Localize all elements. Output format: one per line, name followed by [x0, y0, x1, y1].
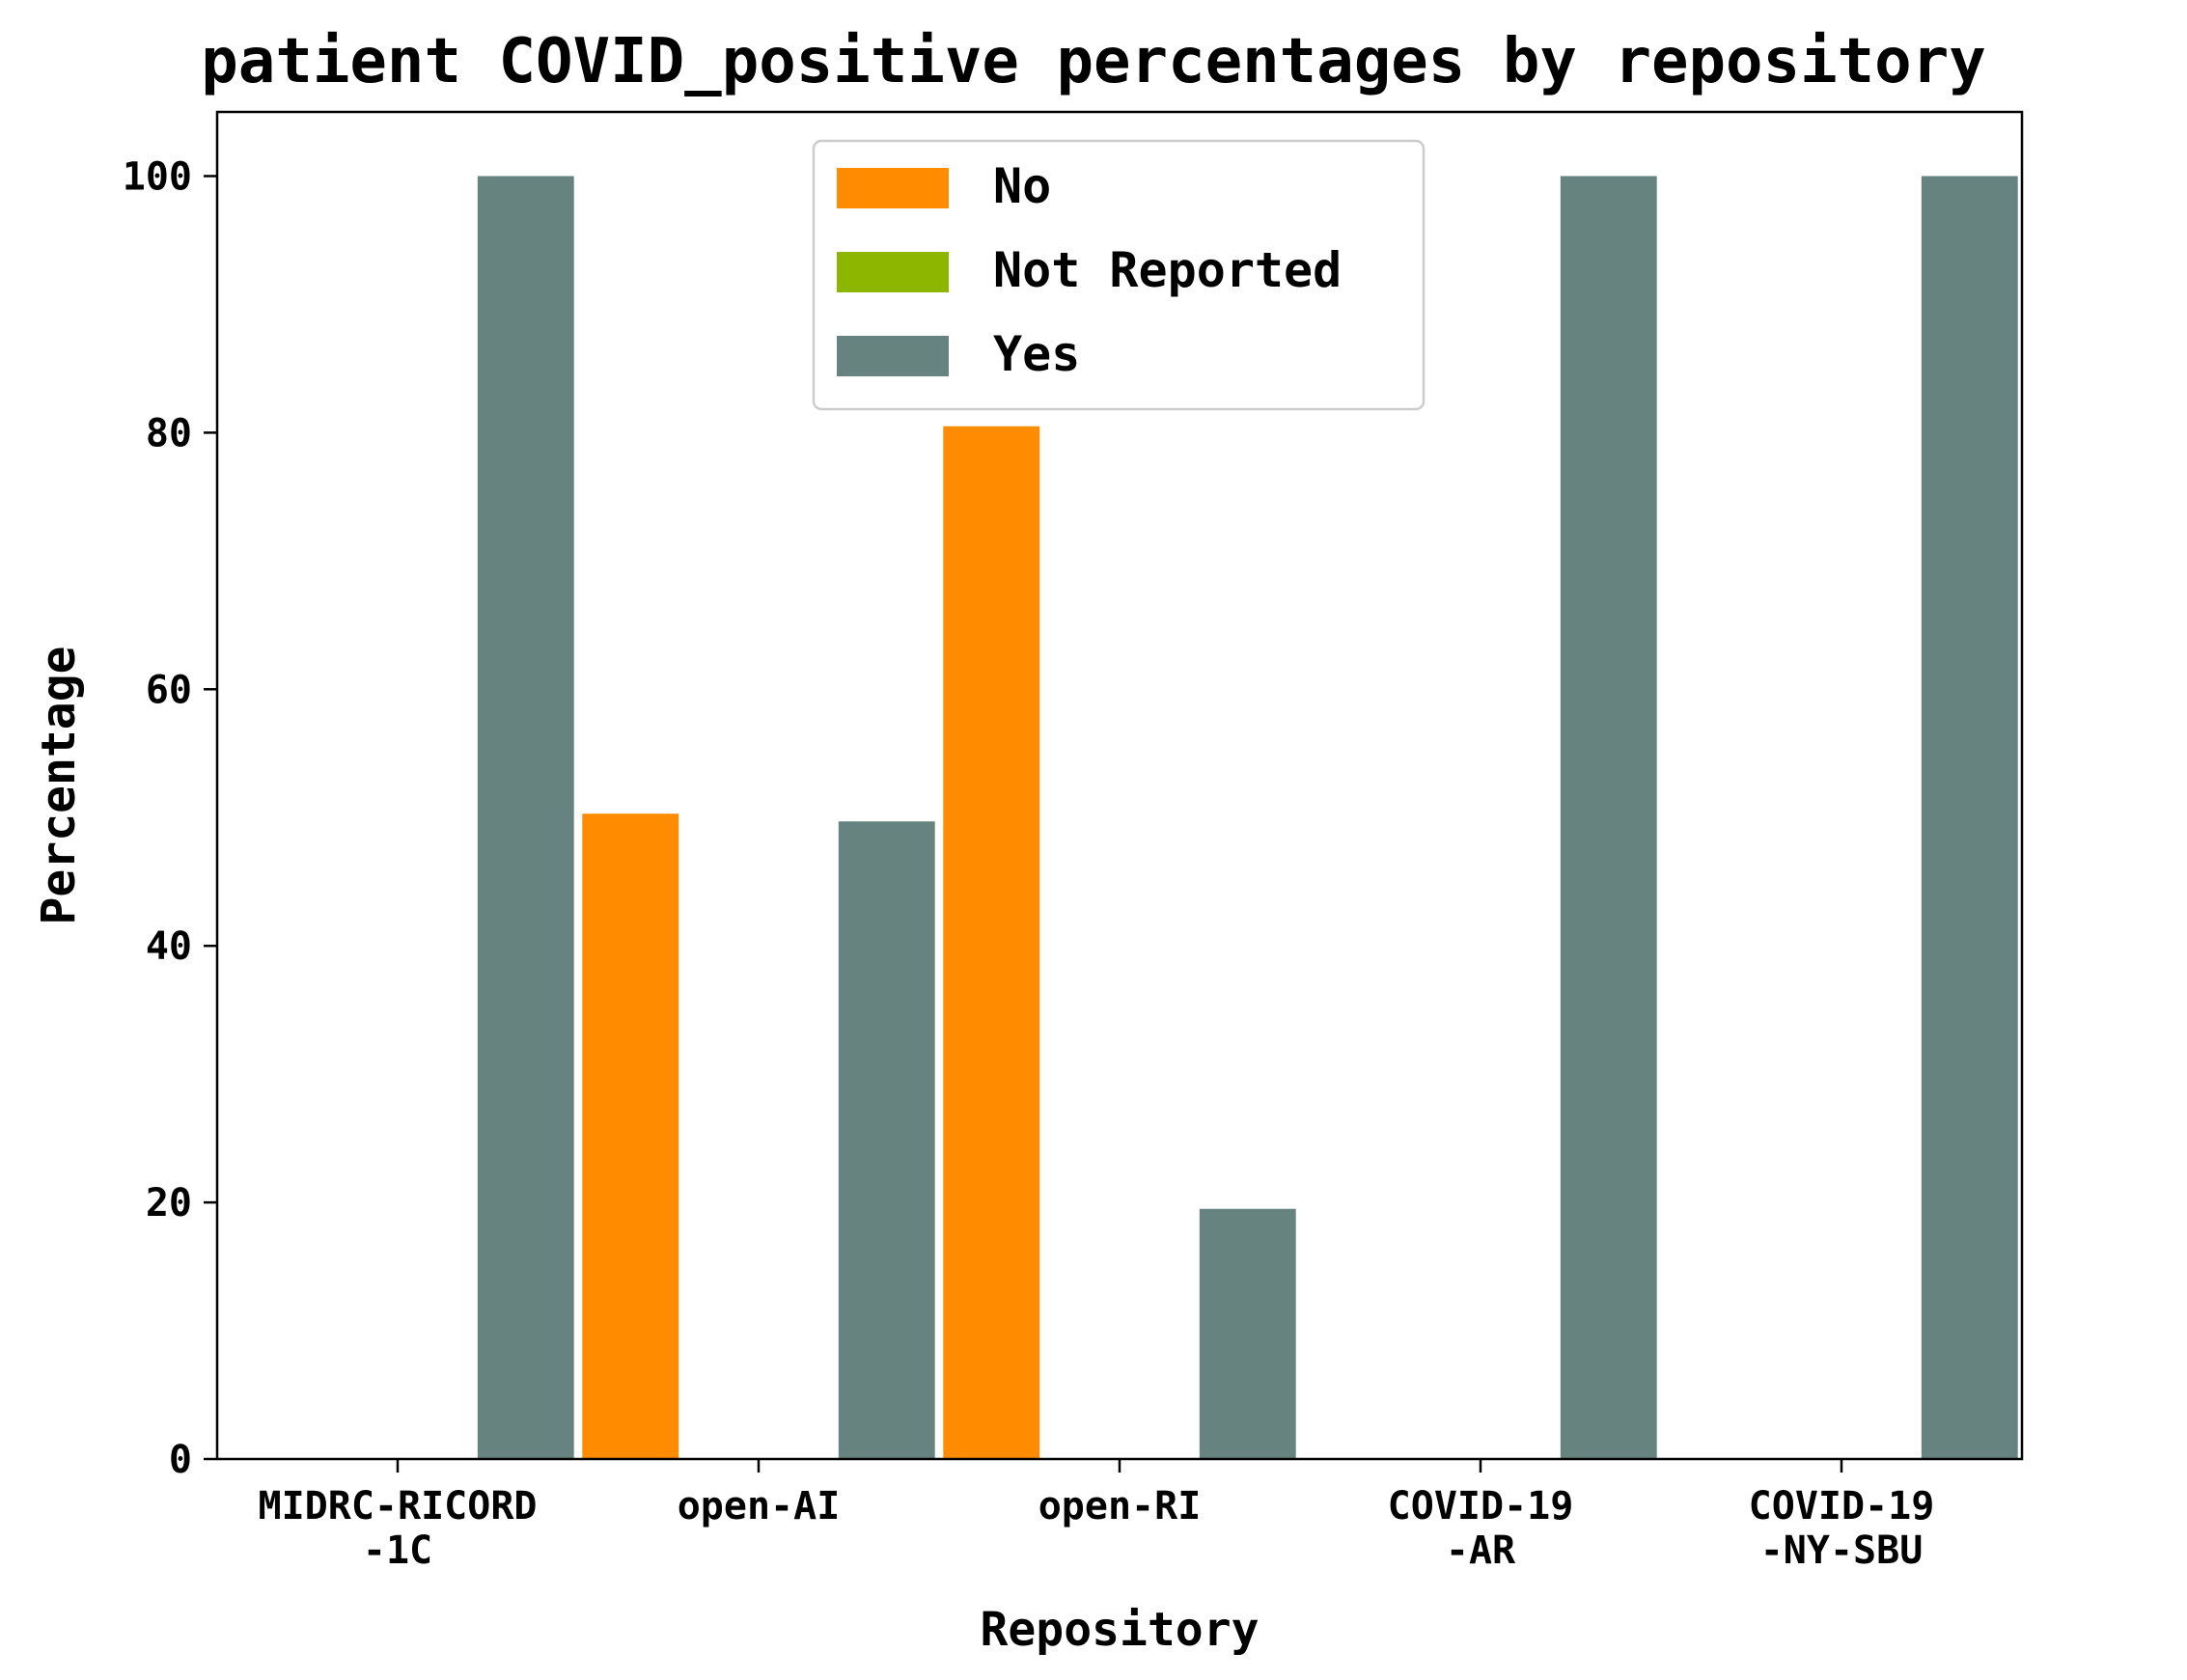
y-tick-label: 20 [146, 1181, 192, 1226]
x-axis-label: Repository [981, 1603, 1260, 1657]
x-tick-label-line: -NY-SBU [1760, 1529, 1924, 1573]
legend-label: No [993, 158, 1051, 214]
x-tick-label-line: open-RI [1038, 1484, 1202, 1529]
x-tick-label: MIDRC-RICORD -1C [259, 1484, 538, 1573]
y-tick-label: 40 [146, 924, 192, 969]
legend-box [812, 139, 1426, 411]
x-tick-label-line: MIDRC-RICORD [259, 1484, 538, 1529]
x-tick-label-line: COVID-19 [1388, 1484, 1574, 1529]
bar-yes-0 [477, 176, 574, 1459]
legend-swatch-no [837, 168, 949, 208]
x-tick-label: COVID-19 -AR [1388, 1484, 1574, 1573]
x-tick-label-line: -1C [363, 1529, 432, 1573]
bar-yes-1 [838, 821, 935, 1459]
legend: No Not Reported Yes [812, 139, 1426, 411]
x-tick-label: open-RI [1038, 1484, 1202, 1529]
bar-no-1 [582, 813, 679, 1459]
y-tick-label: 0 [169, 1438, 192, 1482]
bar-yes-3 [1560, 176, 1657, 1459]
legend-swatch-not-reported [837, 252, 949, 292]
legend-swatch-yes [837, 336, 949, 376]
y-axis: 0 20 40 60 80 100 [123, 154, 217, 1482]
bar-no-2 [943, 426, 1040, 1459]
legend-label: Yes [993, 326, 1080, 382]
y-tick-label: 60 [146, 668, 192, 712]
x-tick-label-line: -AR [1446, 1529, 1516, 1573]
legend-label: Not Reported [993, 242, 1342, 298]
x-tick-label-line: COVID-19 [1749, 1484, 1935, 1529]
bars-group [477, 176, 2018, 1459]
x-tick-label: open-AI [678, 1484, 841, 1529]
x-tick-label-line: open-AI [678, 1484, 841, 1529]
y-axis-label: Percentage [32, 647, 86, 925]
chart-title: patient COVID_positive percentages by re… [201, 26, 1986, 97]
bar-yes-2 [1199, 1208, 1296, 1459]
y-tick-label: 100 [123, 154, 192, 199]
y-tick-label: 80 [146, 411, 192, 455]
bar-yes-4 [1921, 176, 2018, 1459]
x-tick-label: COVID-19 -NY-SBU [1749, 1484, 1935, 1573]
